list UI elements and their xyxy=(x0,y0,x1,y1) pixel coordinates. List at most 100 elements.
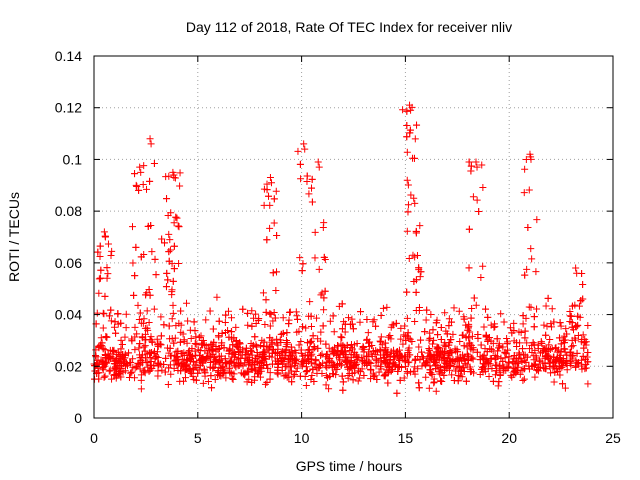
data-point xyxy=(266,334,274,342)
data-point xyxy=(559,336,567,344)
data-point xyxy=(317,328,325,336)
data-point xyxy=(137,168,145,176)
data-point xyxy=(350,351,358,359)
data-point xyxy=(144,222,152,230)
data-point xyxy=(279,329,287,337)
data-point xyxy=(147,140,155,148)
data-point xyxy=(326,317,334,325)
data-point xyxy=(266,375,274,383)
data-point xyxy=(465,334,473,342)
data-point xyxy=(536,349,544,357)
data-point xyxy=(99,324,107,332)
data-point xyxy=(407,106,415,114)
data-point xyxy=(305,190,313,198)
data-point xyxy=(487,345,495,353)
data-point xyxy=(94,248,102,256)
data-point xyxy=(165,257,173,265)
data-point xyxy=(176,182,184,190)
data-point xyxy=(307,312,315,320)
data-point xyxy=(214,368,222,376)
data-point xyxy=(581,355,589,363)
data-point xyxy=(380,354,388,362)
data-point xyxy=(174,347,182,355)
data-point xyxy=(411,253,419,261)
data-point xyxy=(225,347,233,355)
data-point xyxy=(403,367,411,375)
data-point xyxy=(251,373,259,381)
data-point xyxy=(146,336,154,344)
data-point xyxy=(403,122,411,130)
data-point xyxy=(257,342,265,350)
data-point xyxy=(370,316,378,324)
data-point xyxy=(196,361,204,369)
data-point xyxy=(432,319,440,327)
data-point xyxy=(304,356,312,364)
data-point xyxy=(228,328,236,336)
data-point xyxy=(447,318,455,326)
data-point xyxy=(417,268,425,276)
data-point xyxy=(263,361,271,369)
data-point xyxy=(143,324,151,332)
data-point xyxy=(222,311,230,319)
data-point xyxy=(310,343,318,351)
data-point xyxy=(118,340,126,348)
data-point xyxy=(297,337,305,345)
data-point xyxy=(287,343,295,351)
data-point xyxy=(135,316,143,323)
data-point xyxy=(403,288,411,296)
data-point xyxy=(177,307,185,315)
data-point xyxy=(145,286,153,294)
data-point xyxy=(175,223,183,231)
data-point xyxy=(108,247,116,255)
data-point xyxy=(314,344,322,352)
data-point xyxy=(460,355,468,363)
data-point xyxy=(208,384,216,392)
data-point xyxy=(527,245,535,253)
data-point xyxy=(254,358,262,366)
data-point xyxy=(96,242,104,250)
data-point xyxy=(230,370,238,378)
data-point xyxy=(405,344,413,352)
data-point xyxy=(296,254,304,262)
data-point xyxy=(214,332,222,340)
data-point xyxy=(170,357,178,365)
data-point xyxy=(204,349,212,357)
data-point xyxy=(104,240,112,248)
data-point xyxy=(413,121,421,129)
data-point xyxy=(97,334,105,342)
data-point xyxy=(354,377,362,385)
data-point xyxy=(530,313,538,321)
data-point xyxy=(146,291,154,299)
data-point xyxy=(411,370,419,378)
data-point xyxy=(137,371,145,379)
data-point xyxy=(522,358,530,366)
data-point xyxy=(163,195,171,203)
data-point xyxy=(339,378,347,386)
data-point xyxy=(533,216,541,224)
data-point xyxy=(531,373,539,381)
data-point xyxy=(239,362,247,370)
data-point xyxy=(401,322,409,330)
data-point xyxy=(274,359,282,367)
data-point xyxy=(484,358,492,366)
data-point xyxy=(426,362,434,370)
data-point xyxy=(225,333,233,341)
data-point xyxy=(194,346,202,354)
data-point xyxy=(165,322,173,330)
data-point xyxy=(584,380,592,388)
data-point xyxy=(160,321,168,329)
data-point xyxy=(414,365,422,373)
data-point xyxy=(504,363,512,371)
data-point xyxy=(194,369,202,377)
data-point xyxy=(154,340,162,348)
data-point xyxy=(183,356,191,364)
data-point xyxy=(521,365,529,373)
data-point xyxy=(427,369,435,377)
data-point xyxy=(299,260,307,268)
data-point xyxy=(499,358,507,366)
data-point xyxy=(91,375,99,383)
data-point xyxy=(339,386,347,394)
data-point xyxy=(579,280,587,288)
data-point xyxy=(580,344,588,352)
data-point xyxy=(533,366,541,374)
